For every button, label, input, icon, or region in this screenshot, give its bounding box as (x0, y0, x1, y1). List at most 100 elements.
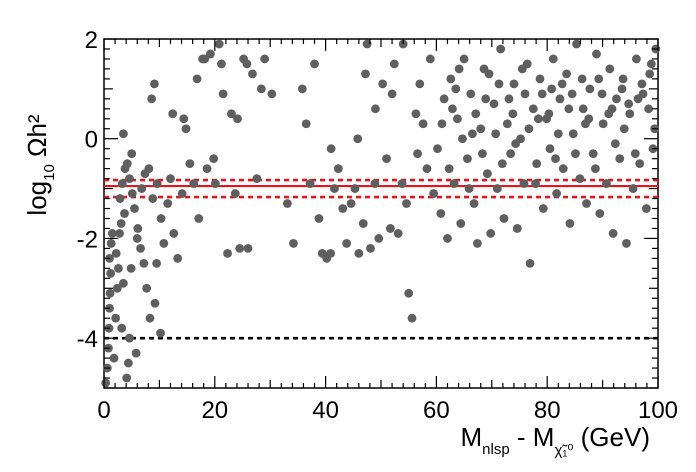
data-point (144, 164, 154, 174)
y-tick-label: -4 (77, 326, 98, 353)
data-point (637, 79, 647, 89)
data-point (466, 89, 476, 99)
data-point (297, 84, 307, 94)
data-point (114, 263, 123, 273)
data-point (578, 104, 588, 114)
data-point (517, 64, 527, 74)
data-point (544, 109, 554, 119)
data-point (333, 164, 343, 174)
data-point (453, 114, 462, 124)
data-point (233, 114, 242, 124)
data-point (508, 109, 518, 119)
data-point (482, 169, 492, 179)
x-axis-title: Mnlsp - Mχ̃₁⁰ (GeV) (461, 422, 651, 459)
x-tick-label: 20 (201, 397, 228, 424)
data-point (179, 114, 189, 124)
data-point (607, 104, 617, 114)
x-axis-title-sub1: nlsp (482, 441, 510, 458)
y-axis-ticks: -4 -2 0 2 (77, 27, 658, 389)
y-axis-title-tail: Ωh² (22, 114, 52, 164)
data-point (528, 104, 538, 114)
data-point (631, 54, 641, 64)
data-point (564, 104, 574, 114)
data-point (524, 124, 534, 134)
data-point (446, 74, 456, 84)
data-point (387, 89, 397, 99)
data-point (117, 323, 127, 333)
data-point (598, 119, 608, 129)
data-point (456, 219, 466, 228)
x-tick-label: 40 (312, 397, 339, 424)
data-point (512, 224, 522, 233)
data-point (630, 149, 640, 159)
data-point (136, 244, 145, 253)
data-point (256, 84, 266, 94)
data-point (628, 184, 638, 193)
data-point (520, 89, 530, 99)
data-point (592, 49, 601, 59)
data-point (192, 74, 202, 84)
data-point (443, 234, 452, 243)
data-point (106, 268, 116, 278)
data-point (132, 234, 142, 243)
data-point (509, 79, 519, 89)
data-point (173, 253, 183, 263)
data-point (492, 184, 502, 193)
data-point (118, 278, 128, 288)
data-point (491, 129, 501, 139)
data-point (101, 378, 111, 388)
data-point (558, 164, 568, 174)
data-point (235, 244, 245, 253)
x-axis-title-main: M (461, 422, 483, 452)
data-point (115, 229, 124, 238)
data-point (330, 184, 339, 193)
data-point (619, 124, 629, 134)
data-point (371, 104, 380, 114)
data-point (449, 179, 459, 188)
data-point (386, 224, 395, 233)
x-tick-label: 60 (423, 397, 450, 424)
data-point (437, 119, 447, 129)
data-point (504, 94, 514, 104)
data-point (112, 283, 122, 293)
data-point (194, 214, 204, 223)
data-point (571, 149, 580, 159)
data-point (366, 244, 375, 253)
x-tick-label: 100 (638, 397, 678, 424)
data-point (595, 209, 605, 218)
data-point (481, 94, 491, 104)
data-point (166, 174, 175, 184)
data-point (494, 79, 504, 89)
data-point (535, 74, 545, 84)
data-point (139, 258, 149, 268)
data-point (588, 149, 598, 159)
data-point (590, 164, 600, 174)
data-point (230, 189, 240, 198)
data-point (519, 179, 529, 188)
data-point (404, 288, 414, 298)
data-point (489, 99, 499, 109)
data-point (463, 154, 472, 164)
data-point (511, 139, 521, 149)
data-point (252, 174, 262, 184)
data-point (525, 258, 535, 268)
data-point (260, 54, 270, 64)
data-point (389, 59, 399, 69)
data-point (537, 89, 547, 99)
data-point (145, 313, 155, 323)
data-point (413, 149, 422, 159)
data-point (202, 164, 212, 174)
data-point (486, 229, 496, 238)
data-point (496, 44, 506, 54)
data-point (168, 109, 178, 119)
data-point (548, 54, 558, 64)
data-point (147, 94, 157, 104)
data-point (565, 219, 575, 228)
data-point (181, 124, 191, 134)
data-point (618, 74, 628, 84)
data-point (506, 149, 516, 159)
data-point (125, 333, 134, 343)
x-tick-label: 80 (534, 397, 561, 424)
data-point (209, 154, 219, 164)
data-point (382, 154, 391, 164)
